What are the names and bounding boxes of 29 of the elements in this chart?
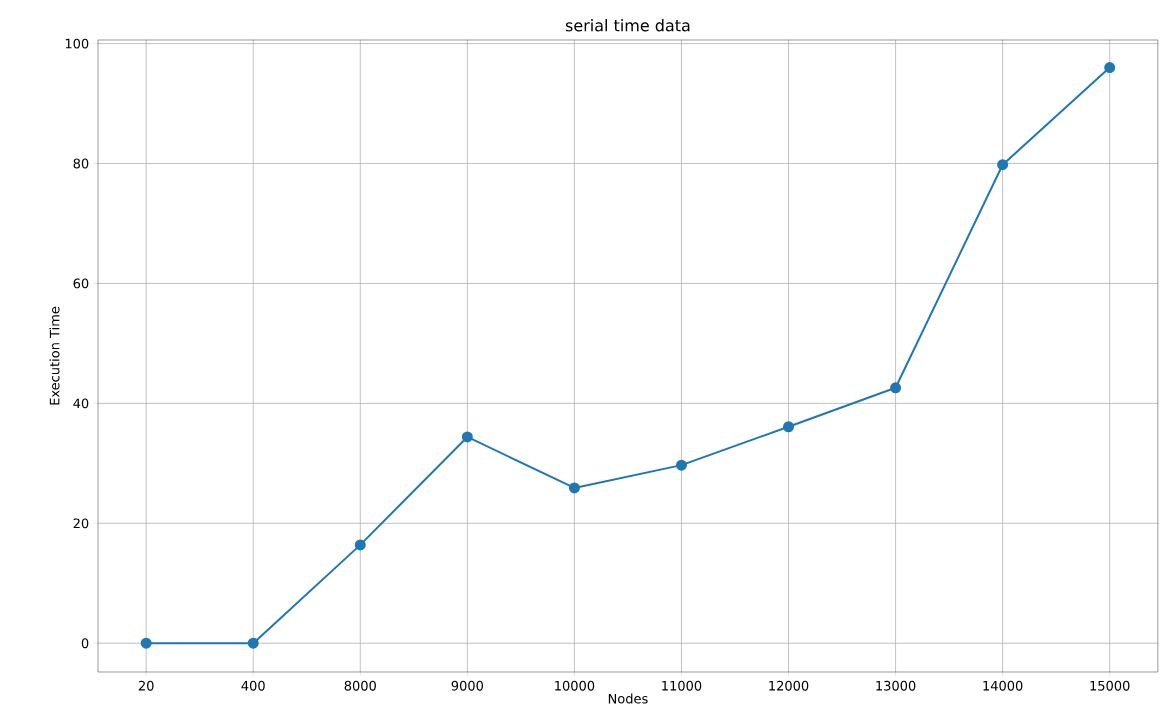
x-tick-label: 9000	[451, 680, 484, 691]
x-tick-label: 11000	[662, 680, 702, 691]
y-tick-label: 20	[73, 518, 89, 529]
y-tick-label: 60	[73, 278, 89, 289]
y-tick-label: 0	[81, 638, 89, 649]
x-tick-label: 12000	[769, 680, 809, 691]
x-tick-label: 8000	[344, 680, 376, 691]
y-tick-label: 100	[65, 38, 89, 49]
point	[675, 459, 687, 471]
point	[140, 637, 152, 649]
x-tick-label: 400	[241, 680, 265, 691]
x-tick-label: 10000	[555, 680, 595, 691]
point	[890, 382, 902, 394]
y-tick-label: 40	[73, 398, 89, 409]
point	[354, 539, 366, 551]
point	[1104, 62, 1116, 74]
x-tick-label: 14000	[983, 680, 1023, 691]
x-tick-label: 20	[138, 680, 154, 691]
x-tick-label: 13000	[876, 680, 916, 691]
point	[568, 482, 580, 494]
point	[461, 431, 473, 443]
x-axis-title: Nodes	[608, 693, 648, 704]
y-axis-title: Execution Time	[49, 306, 60, 405]
chart-title: serial time data	[565, 19, 690, 32]
y-tick-label: 80	[73, 158, 89, 169]
point	[783, 421, 795, 433]
point	[247, 637, 259, 649]
x-tick-label: 15000	[1090, 680, 1130, 691]
point	[997, 159, 1009, 171]
